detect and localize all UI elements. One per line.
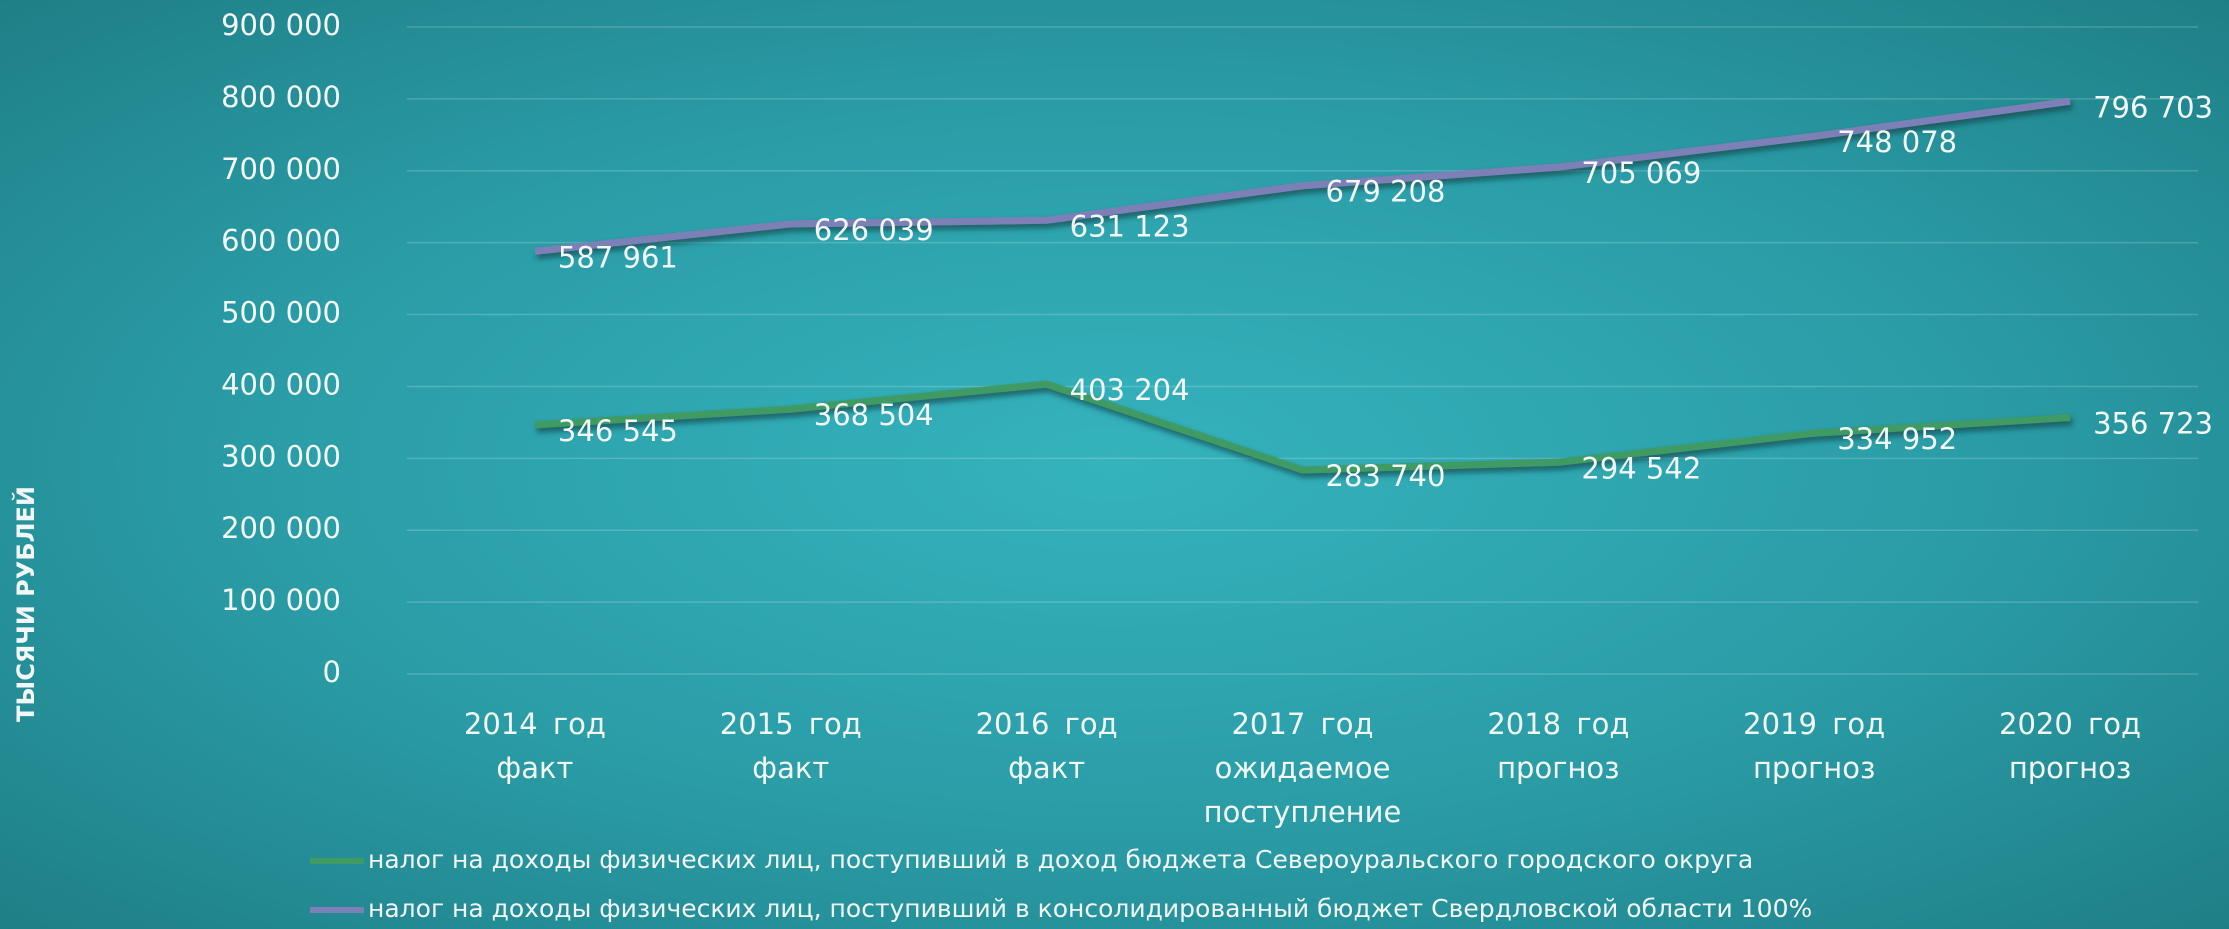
data-label: 748 078: [1837, 125, 1957, 159]
data-label: 334 952: [1837, 422, 1957, 456]
data-label: 705 069: [1581, 156, 1701, 190]
y-tick-label: 100 000: [221, 583, 341, 617]
y-tick-label: 500 000: [221, 296, 341, 330]
x-tick-label: 2020 год прогноз: [1999, 707, 2142, 785]
legend-label: налог на доходы физических лиц, поступив…: [368, 894, 1812, 923]
y-tick-label: 300 000: [221, 439, 341, 473]
data-label: 679 208: [1326, 175, 1446, 209]
series-line: [534, 380, 2071, 474]
x-tick-label: 2015 год факт: [719, 707, 862, 785]
data-label: 631 123: [1070, 209, 1190, 243]
data-label: 368 504: [814, 398, 934, 432]
data-label: 283 740: [1326, 459, 1446, 493]
data-label: 796 703: [2093, 90, 2213, 124]
data-label: 626 039: [814, 213, 934, 247]
y-tick-label: 800 000: [221, 80, 341, 114]
data-label: 403 204: [1070, 373, 1190, 407]
y-tick-label: 700 000: [221, 152, 341, 186]
x-tick-label: 2014 год факт: [463, 707, 606, 785]
y-axis-label: ТЫСЯЧИ РУБЛЕЙ: [11, 486, 40, 722]
y-tick-label: 0: [323, 655, 341, 689]
y-tick-label: 600 000: [221, 224, 341, 258]
data-label: 346 545: [558, 414, 678, 448]
data-label: 587 961: [558, 240, 678, 274]
y-tick-label: 200 000: [221, 511, 341, 545]
data-label: 356 723: [2093, 407, 2213, 441]
y-tick-label: 900 000: [221, 8, 341, 42]
x-tick-label: 2017 год ожидаемое поступление: [1203, 707, 1402, 829]
x-tick-label: 2018 год прогноз: [1487, 707, 1630, 785]
x-tick-label: 2016 год факт: [975, 707, 1118, 785]
x-tick-label: 2019 год прогноз: [1743, 707, 1886, 785]
legend-label: налог на доходы физических лиц, поступив…: [368, 845, 1753, 874]
series-line: [534, 97, 2071, 255]
data-label: 294 542: [1581, 451, 1701, 485]
y-tick-label: 400 000: [221, 367, 341, 401]
